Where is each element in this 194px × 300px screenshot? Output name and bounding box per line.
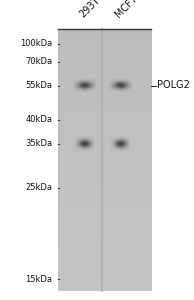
- Text: 35kDa: 35kDa: [25, 140, 52, 148]
- Text: POLG2: POLG2: [157, 80, 190, 91]
- Text: 40kDa: 40kDa: [25, 116, 52, 124]
- Text: 293T: 293T: [77, 0, 102, 20]
- Text: 15kDa: 15kDa: [25, 274, 52, 284]
- Text: 70kDa: 70kDa: [25, 57, 52, 66]
- Text: MCF7: MCF7: [113, 0, 139, 20]
- Text: 25kDa: 25kDa: [25, 183, 52, 192]
- Text: 100kDa: 100kDa: [20, 39, 52, 48]
- Text: 55kDa: 55kDa: [25, 81, 52, 90]
